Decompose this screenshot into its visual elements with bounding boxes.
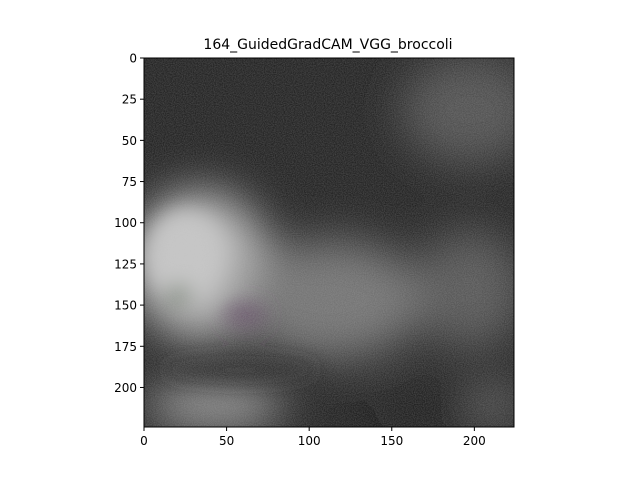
x-tick-label: 50	[219, 434, 234, 448]
y-tick-label: 200	[114, 381, 137, 395]
heatmap-image	[144, 58, 514, 427]
x-tick-label: 100	[298, 434, 321, 448]
plot-frame	[143, 57, 515, 428]
y-tick-label: 175	[114, 340, 137, 354]
x-axis: 0 50 100 150 200	[140, 427, 486, 448]
y-tick-label: 150	[114, 299, 137, 313]
y-axis: 0 25 50 75 100 125 150 175 200	[114, 52, 144, 395]
y-tick-label: 50	[122, 134, 137, 148]
x-tick-label: 0	[140, 434, 148, 448]
chart-title: 164_GuidedGradCAM_VGG_broccoli	[203, 37, 452, 53]
y-tick-label: 25	[122, 93, 137, 107]
x-tick-label: 200	[463, 434, 486, 448]
y-tick-label: 75	[122, 175, 137, 189]
y-tick-label: 100	[114, 216, 137, 230]
y-tick-label: 125	[114, 257, 137, 271]
heatmap-grain	[144, 58, 514, 427]
x-tick-label: 150	[380, 434, 403, 448]
y-tick-label: 0	[129, 52, 137, 66]
